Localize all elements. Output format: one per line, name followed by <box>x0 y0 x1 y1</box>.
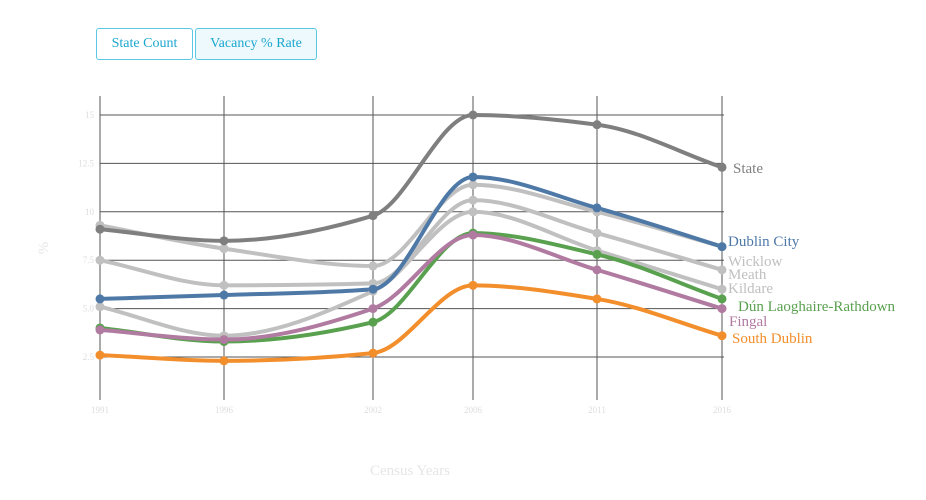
y-tick-label: 2.5 <box>83 352 95 362</box>
x-axis-ticks: 1991 1996 2002 2006 2011 2016 <box>91 405 732 415</box>
data-point-dublin-city[interactable] <box>95 294 105 304</box>
series-label-meath: Meath <box>728 267 767 283</box>
data-point-south-dublin[interactable] <box>368 348 378 358</box>
state-count-button[interactable]: State Count <box>96 28 193 60</box>
data-point-meath[interactable] <box>468 195 478 205</box>
data-point-dublin-city[interactable] <box>219 290 229 300</box>
data-point-fingal[interactable] <box>468 230 478 240</box>
x-tick-label: 2002 <box>364 405 382 415</box>
data-point-state[interactable] <box>592 120 602 130</box>
data-point-wicklow[interactable] <box>219 244 229 254</box>
data-point-state[interactable] <box>95 224 105 234</box>
data-point-dublin-city[interactable] <box>368 284 378 294</box>
data-point-kildare[interactable] <box>95 302 105 312</box>
y-tick-label: 7.5 <box>83 255 95 265</box>
series-label-fingal: Fingal <box>729 314 767 330</box>
data-point-south-dublin[interactable] <box>219 356 229 366</box>
data-point-south-dublin[interactable] <box>717 331 727 341</box>
vacancy-rate-button[interactable]: Vacancy % Rate <box>195 28 317 60</box>
series-label-wicklow: Wicklow <box>728 254 783 270</box>
data-point-kildare[interactable] <box>468 207 478 217</box>
series-line-wicklow[interactable] <box>98 182 724 269</box>
data-point-fingal[interactable] <box>717 304 727 314</box>
data-point-fingal[interactable] <box>368 304 378 314</box>
data-point-state[interactable] <box>468 110 478 120</box>
series-line-kildare[interactable] <box>98 209 724 338</box>
data-point-kildare[interactable] <box>717 284 727 294</box>
series-label-dublin-city: Dublin City <box>728 234 800 250</box>
data-point-dublin-city[interactable] <box>468 172 478 182</box>
data-point-fingal[interactable] <box>95 325 105 335</box>
data-point-d-n-laoghaire-rathdown[interactable] <box>592 249 602 259</box>
data-point-fingal[interactable] <box>592 265 602 275</box>
x-tick-label: 2016 <box>713 405 732 415</box>
series-label-state: State <box>733 161 763 177</box>
data-point-meath[interactable] <box>95 255 105 265</box>
series-line-state[interactable] <box>98 112 724 243</box>
series-label-south-dublin: South Dublin <box>732 331 813 347</box>
series-line-dublin-city[interactable] <box>98 174 724 301</box>
y-axis-ticks: 2.5 5.0 7.5 10 12.5 15 <box>78 110 94 362</box>
y-tick-label: 12.5 <box>78 158 94 168</box>
data-point-state[interactable] <box>219 236 229 246</box>
data-point-meath[interactable] <box>592 228 602 238</box>
data-point-south-dublin[interactable] <box>468 280 478 290</box>
x-tick-label: 1996 <box>215 405 234 415</box>
series-label-kildare: Kildare <box>728 281 773 297</box>
x-axis-title: Census Years <box>370 463 450 479</box>
data-point-dublin-city[interactable] <box>592 203 602 213</box>
series-label-d-n-laoghaire-rathdown: Dún Laoghaire-Rathdown <box>738 299 896 315</box>
x-tick-label: 1991 <box>91 405 109 415</box>
series-line-meath[interactable] <box>98 198 724 288</box>
data-point-fingal[interactable] <box>219 335 229 345</box>
x-tick-label: 2011 <box>588 405 606 415</box>
x-tick-label: 2006 <box>464 405 483 415</box>
y-tick-label: 5.0 <box>83 304 95 314</box>
y-axis-title: % <box>36 242 52 255</box>
y-tick-label: 15 <box>85 110 95 120</box>
series-line-fingal[interactable] <box>98 233 724 342</box>
series-line-south-dublin[interactable] <box>98 283 724 363</box>
data-point-wicklow[interactable] <box>368 261 378 271</box>
data-point-meath[interactable] <box>219 280 229 290</box>
data-point-state[interactable] <box>717 162 727 172</box>
data-point-dublin-city[interactable] <box>717 242 727 252</box>
data-point-south-dublin[interactable] <box>592 294 602 304</box>
data-point-wicklow[interactable] <box>468 180 478 190</box>
data-point-d-n-laoghaire-rathdown[interactable] <box>717 294 727 304</box>
y-tick-label: 10 <box>85 207 95 217</box>
data-point-meath[interactable] <box>717 265 727 275</box>
data-point-d-n-laoghaire-rathdown[interactable] <box>368 317 378 327</box>
series-points <box>95 110 727 366</box>
data-point-south-dublin[interactable] <box>95 350 105 360</box>
series-lines <box>98 112 724 363</box>
data-point-state[interactable] <box>368 211 378 221</box>
